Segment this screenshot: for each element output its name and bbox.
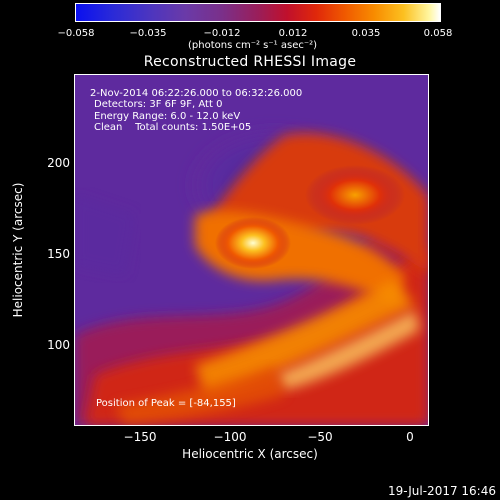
colorbar-tick: −0.035 xyxy=(129,28,167,39)
detectors: Detectors: 3F 6F 9F, Att 0 xyxy=(94,99,223,110)
peak-position: Position of Peak = [-84,155] xyxy=(96,398,236,409)
xtick-label: −100 xyxy=(213,430,247,444)
clean-counts: Clean Total counts: 1.50E+05 xyxy=(94,122,252,133)
y-axis-label: Heliocentric Y (arcsec) xyxy=(11,182,25,318)
x-axis-label: Heliocentric X (arcsec) xyxy=(182,447,318,461)
xtick-label: 0 xyxy=(406,430,414,444)
ytick-label: 100 xyxy=(47,338,70,352)
colorbar-unit: (photons cm⁻² s⁻¹ asec⁻²) xyxy=(188,40,318,51)
image-canvas xyxy=(75,75,428,425)
xtick-label: −150 xyxy=(123,430,157,444)
rhessi-image xyxy=(74,74,429,426)
colorbar-tick: 0.035 xyxy=(351,28,381,39)
timestamp: 19-Jul-2017 16:46 xyxy=(387,484,496,498)
time-range: 2-Nov-2014 06:22:26.000 to 06:32:26.000 xyxy=(90,88,303,99)
colorbar-tick: −0.058 xyxy=(57,28,95,39)
colorbar-tick: 0.012 xyxy=(278,28,308,39)
colorbar-tick: 0.058 xyxy=(423,28,453,39)
xtick-label: −50 xyxy=(307,430,333,444)
colorbar-tick: −0.012 xyxy=(203,28,241,39)
energy-range: Energy Range: 6.0 - 12.0 keV xyxy=(94,111,241,122)
ytick-label: 150 xyxy=(47,247,70,261)
ytick-label: 200 xyxy=(47,156,70,170)
colorbar xyxy=(75,3,441,22)
plot-title: Reconstructed RHESSI Image xyxy=(143,54,357,70)
